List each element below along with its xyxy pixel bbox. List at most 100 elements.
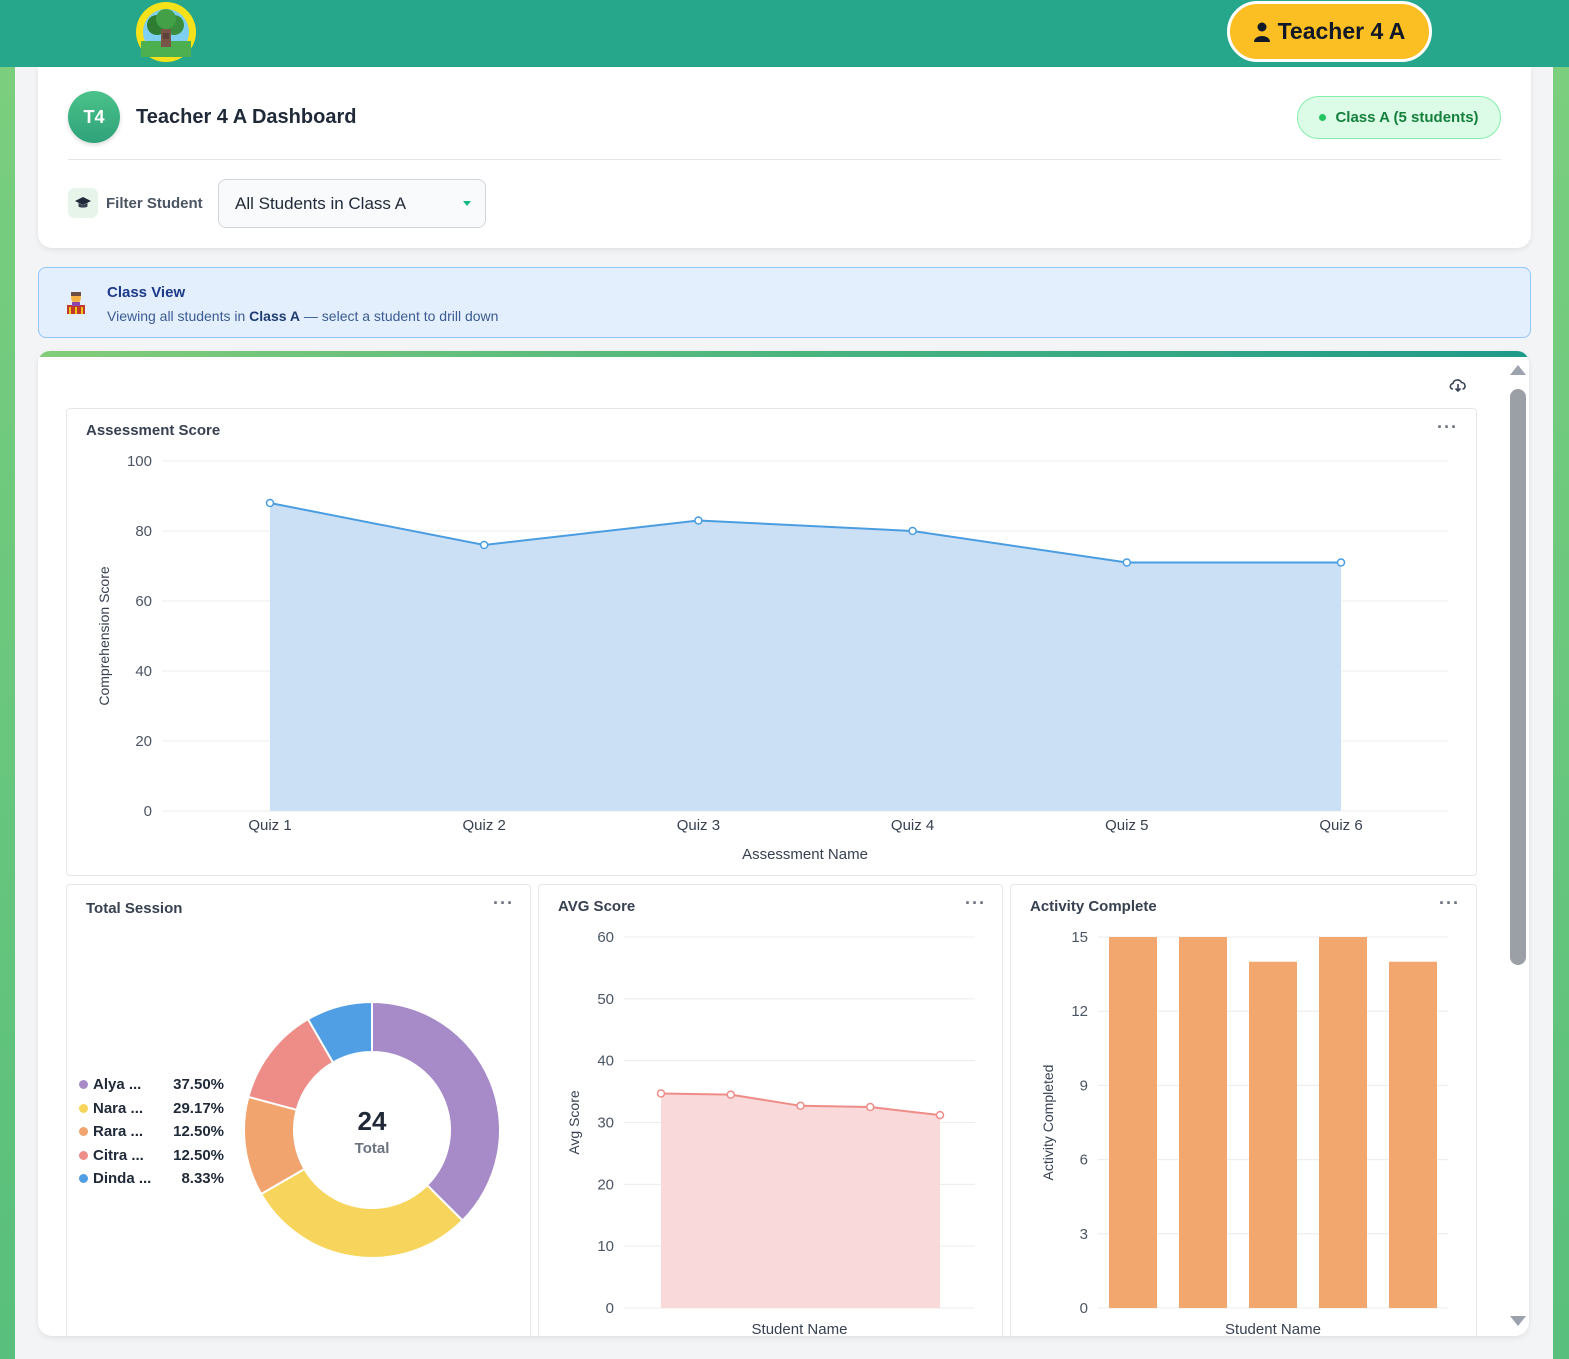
donut-center-label: Total [355, 1140, 390, 1157]
donut-slice [306, 1000, 373, 1064]
y-axis-label: Avg Score [566, 1090, 582, 1155]
area-fill [661, 1093, 940, 1308]
data-point [1122, 558, 1132, 567]
bar [1319, 937, 1367, 1308]
y-axis-label: Comprehension Score [96, 566, 112, 706]
y-tick-label: 60 [597, 929, 614, 946]
more-dots-icon[interactable]: ··· [1437, 417, 1458, 437]
donut-center-value: 24 [358, 1106, 387, 1136]
legend-swatch [79, 1103, 88, 1113]
x-tick-label: Quiz 1 [248, 817, 291, 834]
assessment-score-card: Assessment Score ··· 0 20 40 60 80 100 Compreh… [66, 408, 1477, 876]
data-point [656, 1089, 666, 1098]
legend-item[interactable]: Rara ... 12.50% [79, 1123, 224, 1140]
legend-percent: 29.17% [173, 1099, 224, 1117]
activity-complete-card: Activity Complete ··· 0 3 6 9 12 15 Activity C… [1010, 884, 1477, 1336]
tree-logo-icon[interactable] [136, 2, 196, 62]
page-title: Teacher 4 A Dashboard [136, 106, 357, 128]
scrollbar-thumb[interactable] [1510, 389, 1526, 965]
graduation-cap-icon [68, 188, 98, 218]
avg-score-chart: 0 10 20 30 40 50 60 Avg Score Student Name [566, 929, 975, 1336]
legend-swatch [79, 1127, 88, 1136]
bar [1389, 961, 1437, 1308]
student-filter-value: All Students in Class A [235, 193, 407, 213]
scroll-down-arrow[interactable] [1510, 1316, 1526, 1326]
legend-swatch [79, 1080, 88, 1089]
legend-label: Nara ... [93, 1099, 144, 1117]
scroll-up-arrow[interactable] [1510, 365, 1526, 375]
legend-percent: 12.50% [173, 1146, 224, 1164]
cloud-download-icon[interactable] [1448, 375, 1468, 395]
y-tick-label: 80 [135, 523, 152, 540]
x-tick-label: Quiz 6 [1319, 817, 1362, 834]
data-point [1336, 558, 1346, 567]
y-tick-label: 15 [1071, 929, 1088, 946]
legend-percent: 37.50% [173, 1076, 224, 1093]
class-badge: Class A (5 students) [1297, 96, 1501, 139]
legend-percent: 8.33% [181, 1170, 224, 1187]
legend-percent: 12.50% [173, 1123, 224, 1140]
legend-swatch [79, 1174, 88, 1183]
user-icon [1253, 22, 1270, 42]
class-view-description: Viewing all students in Class A — select… [107, 308, 498, 324]
data-point [265, 498, 275, 508]
teacher-icon [63, 290, 89, 316]
legend-item[interactable]: Citra ... 12.50% [79, 1147, 224, 1164]
series-line [269, 502, 1341, 564]
y-tick-label: 3 [1080, 1226, 1088, 1243]
data-point [866, 1102, 875, 1112]
class-view-title: Class View [107, 284, 186, 301]
avatar: T4 [68, 91, 120, 143]
y-tick-label: 20 [597, 1176, 614, 1193]
dashboard-header-card: T4 Teacher 4 A Dashboard Class A (5 stud… [38, 67, 1531, 248]
chart-title: Total Session [86, 900, 183, 917]
y-tick-label: 40 [135, 663, 152, 680]
legend-item[interactable]: Dinda ... 8.33% [79, 1170, 224, 1187]
area-fill [270, 503, 1341, 811]
legend-item[interactable]: Nara ... 29.17% [79, 1100, 224, 1117]
y-tick-label: 12 [1071, 1003, 1088, 1020]
legend-label: Rara ... [93, 1123, 144, 1140]
y-tick-label: 20 [135, 733, 152, 750]
y-tick-label: 100 [127, 453, 152, 470]
y-tick-label: 0 [606, 1300, 614, 1317]
y-tick-label: 6 [1080, 1152, 1088, 1169]
bar [1179, 937, 1227, 1308]
chart-title: AVG Score [558, 898, 636, 915]
data-point [935, 1110, 945, 1120]
accent-bar [38, 351, 1529, 357]
filter-student-label: Filter Student [106, 195, 203, 212]
x-axis-label: Student Name [752, 1321, 848, 1336]
data-point [479, 540, 489, 550]
legend-label: Citra ... [93, 1146, 144, 1164]
x-tick-label: Quiz 4 [891, 817, 934, 834]
user-name-label: Teacher 4 A [1277, 18, 1406, 44]
top-navbar: Teacher 4 A [0, 0, 1569, 67]
avg-score-card: AVG Score ··· 0 10 20 30 40 50 60 Avg Score Stud… [538, 884, 1003, 1336]
legend-swatch [79, 1150, 88, 1160]
class-view-desc-suffix: — select a student to drill down [300, 308, 499, 324]
y-tick-label: 0 [1080, 1300, 1088, 1317]
total-session-donut: 24 Total [243, 1000, 501, 1259]
legend-item[interactable]: Alya ... 37.50% [79, 1076, 224, 1093]
user-menu-button[interactable]: Teacher 4 A [1227, 1, 1432, 62]
y-axis-label: Activity Completed [1040, 1065, 1056, 1181]
y-tick-label: 30 [597, 1115, 614, 1132]
activity-complete-chart: 0 3 6 9 12 15 Activity Completed Student Name [1040, 929, 1448, 1336]
y-tick-label: 40 [597, 1053, 614, 1070]
analytics-panel: Assessment Score ··· 0 20 40 60 80 100 Compreh… [38, 351, 1529, 1336]
x-tick-label: Quiz 3 [677, 817, 720, 834]
class-badge-label: Class A (5 students) [1335, 109, 1479, 126]
more-dots-icon[interactable]: ··· [1439, 893, 1460, 913]
data-point [908, 526, 917, 536]
more-dots-icon[interactable]: ··· [493, 893, 514, 913]
chart-title: Assessment Score [86, 422, 221, 439]
bar [1249, 961, 1297, 1308]
x-axis-label: Student Name [1225, 1321, 1321, 1336]
x-tick-label: Quiz 2 [463, 817, 506, 834]
more-dots-icon[interactable]: ··· [965, 893, 986, 913]
student-filter-select[interactable]: All Students in Class A [218, 179, 486, 228]
legend-label: Alya ... [93, 1076, 142, 1093]
divider [68, 159, 1501, 160]
donut-slice [371, 1000, 501, 1222]
